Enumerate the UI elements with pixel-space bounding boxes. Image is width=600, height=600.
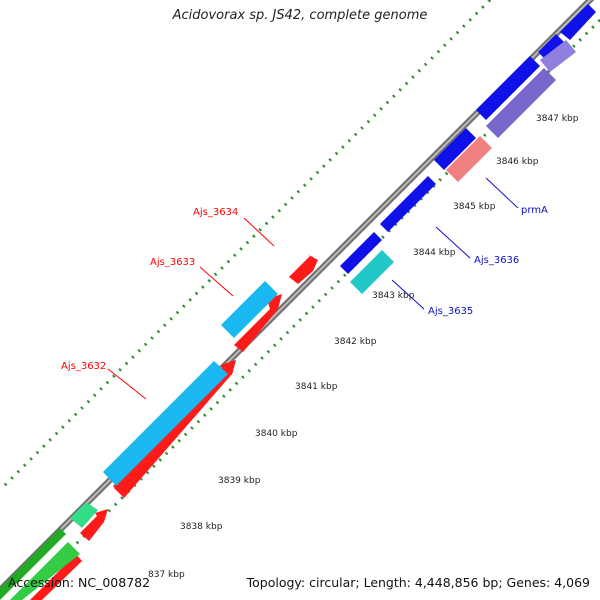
tick-label: 3844 kbp [413, 248, 456, 258]
tick-label: 3846 kbp [496, 157, 539, 167]
tick-label: 3847 kbp [536, 114, 579, 124]
leader-Ajs_3634 [243, 217, 275, 247]
gene-red-3 [80, 509, 108, 541]
gene-purple-1 [486, 68, 556, 138]
tick-label: 3839 kbp [218, 476, 261, 486]
tick-label: 3843 kbp [372, 291, 415, 301]
gene-Ajs_3636[interactable] [380, 176, 436, 232]
outer-tick-dots [0, 0, 492, 492]
map-title: Acidovorax sp. JS42, complete genome [172, 8, 428, 23]
gene-label-Ajs_3634[interactable]: Ajs_3634 [193, 207, 238, 218]
gene-blue-1 [103, 361, 228, 486]
genome-summary-text: Topology: circular; Length: 4,448,856 bp… [246, 575, 590, 590]
leader-Ajs_3632 [107, 368, 147, 400]
tick-label: 3838 kbp [180, 522, 223, 532]
gene-Ajs_3633[interactable] [221, 281, 278, 338]
gene-label-prmA[interactable]: prmA [521, 205, 548, 216]
gene-label-Ajs_3635[interactable]: Ajs_3635 [428, 306, 473, 317]
gene-blue-r6 [560, 4, 596, 40]
tick-label: 837 kbp [148, 570, 185, 580]
gene-label-Ajs_3636[interactable]: Ajs_3636 [474, 255, 519, 266]
gene-blue-r1 [340, 232, 382, 274]
gene-green-1 [70, 502, 98, 528]
gene-red-2 [234, 294, 282, 352]
gene-Ajs_3635[interactable] [350, 250, 394, 294]
gene-green-3 [0, 528, 66, 600]
gene-blue-r5 [538, 34, 566, 62]
accession-text: Accession: NC_008782 [8, 575, 151, 590]
leader-Ajs_3636 [435, 226, 471, 259]
gene-label-Ajs_3632[interactable]: Ajs_3632 [61, 361, 106, 372]
gene-Ajs_3634[interactable] [289, 254, 318, 284]
gene-purple-2 [540, 40, 576, 72]
gene-green-2 [10, 542, 80, 600]
inner-tick-dots [17, 18, 600, 600]
tick-label: 3840 kbp [255, 429, 298, 439]
gene-blue-r4 [476, 56, 540, 120]
gene-label-Ajs_3633[interactable]: Ajs_3633 [150, 257, 195, 268]
gene-blue-r3 [434, 128, 476, 170]
tick-label: 3842 kbp [334, 337, 377, 347]
tick-label: 3845 kbp [453, 202, 496, 212]
gene-prmA[interactable] [446, 136, 492, 182]
leader-prmA [485, 177, 519, 209]
tick-label: 3841 kbp [295, 382, 338, 392]
leader-Ajs_3633 [199, 266, 234, 297]
gene-red-4 [30, 554, 82, 600]
leader-Ajs_3635 [391, 279, 425, 310]
